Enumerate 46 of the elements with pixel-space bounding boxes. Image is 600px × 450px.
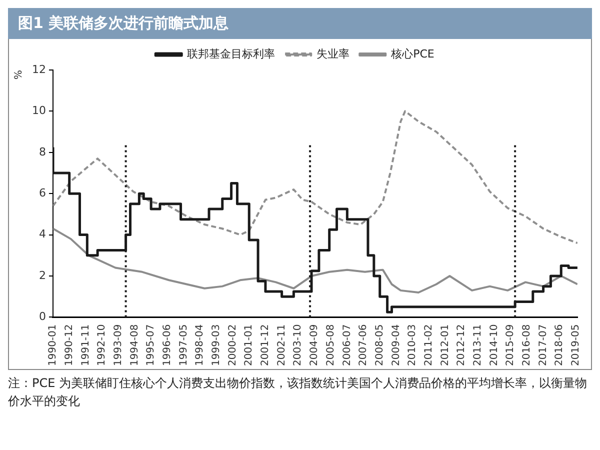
x-tick-label: 2015-09 <box>505 324 516 366</box>
x-tick-label: 1994-08 <box>129 324 140 366</box>
y-axis-title: % <box>14 70 25 80</box>
y-tick-label: 0 <box>38 310 46 324</box>
x-tick-label: 1995-07 <box>146 324 157 366</box>
x-tick-label: 2000-02 <box>227 324 238 366</box>
x-tick-label: 1993-09 <box>112 324 124 366</box>
legend-label: 失业率 <box>316 47 350 60</box>
legend-label: 联邦基金目标利率 <box>187 47 276 60</box>
x-tick-label: 2008-05 <box>374 324 386 366</box>
y-tick-label: 10 <box>32 104 46 118</box>
x-tick-label: 1999-03 <box>211 324 222 366</box>
x-tick-label: 1997-05 <box>178 324 190 366</box>
x-tick-label: 2012-01 <box>440 324 451 366</box>
x-tick-label: 2013-11 <box>472 324 484 366</box>
x-tick-label: 2006-07 <box>342 324 353 366</box>
x-tick-label: 1992-10 <box>96 324 108 366</box>
x-tick-label: 2018-06 <box>554 324 566 366</box>
x-tick-label: 1990-01 <box>48 324 59 366</box>
x-tick-label: 2001-01 <box>244 324 255 366</box>
y-tick-label: 8 <box>38 145 46 158</box>
x-tick-label: 2001-12 <box>260 324 272 366</box>
x-tick-label: 2009-04 <box>390 324 402 366</box>
x-tick-label: 2007-06 <box>358 324 370 366</box>
y-tick-label: 12 <box>32 62 46 76</box>
legend-label: 核心PCE <box>390 47 434 60</box>
x-tick-label: 2004-09 <box>309 324 320 366</box>
x-tick-label: 2011-02 <box>423 324 434 366</box>
x-tick-label: 2010-03 <box>407 324 418 366</box>
x-tick-label: 2005-08 <box>325 324 336 366</box>
y-tick-label: 6 <box>38 186 46 200</box>
x-tick-label: 2002-11 <box>276 324 288 366</box>
x-tick-label: 1996-06 <box>162 324 173 366</box>
chart-title: 图1 美联储多次进行前瞻式加息 <box>8 8 592 39</box>
x-tick-label: 1990-12 <box>64 324 75 366</box>
x-tick-label: 2014-10 <box>488 324 500 366</box>
x-tick-label: 1998-04 <box>194 324 206 366</box>
text: 注：PCE 为美联储盯住核心个人消费支出物价指数，该指数统计美国个人消费品价格的平均增长率，以衡量物价水平的变化 <box>8 375 588 410</box>
x-tick-label: 2012-12 <box>456 324 468 366</box>
y-tick-label: 4 <box>38 228 46 241</box>
x-tick-label: 2019-05 <box>570 324 582 366</box>
x-tick-label: 2017-07 <box>538 324 549 366</box>
y-tick-label: 2 <box>38 268 46 282</box>
x-tick-label: 2016-08 <box>522 324 533 366</box>
x-tick-label: 1991-11 <box>80 324 92 366</box>
x-tick-label: 2003-10 <box>292 324 304 366</box>
